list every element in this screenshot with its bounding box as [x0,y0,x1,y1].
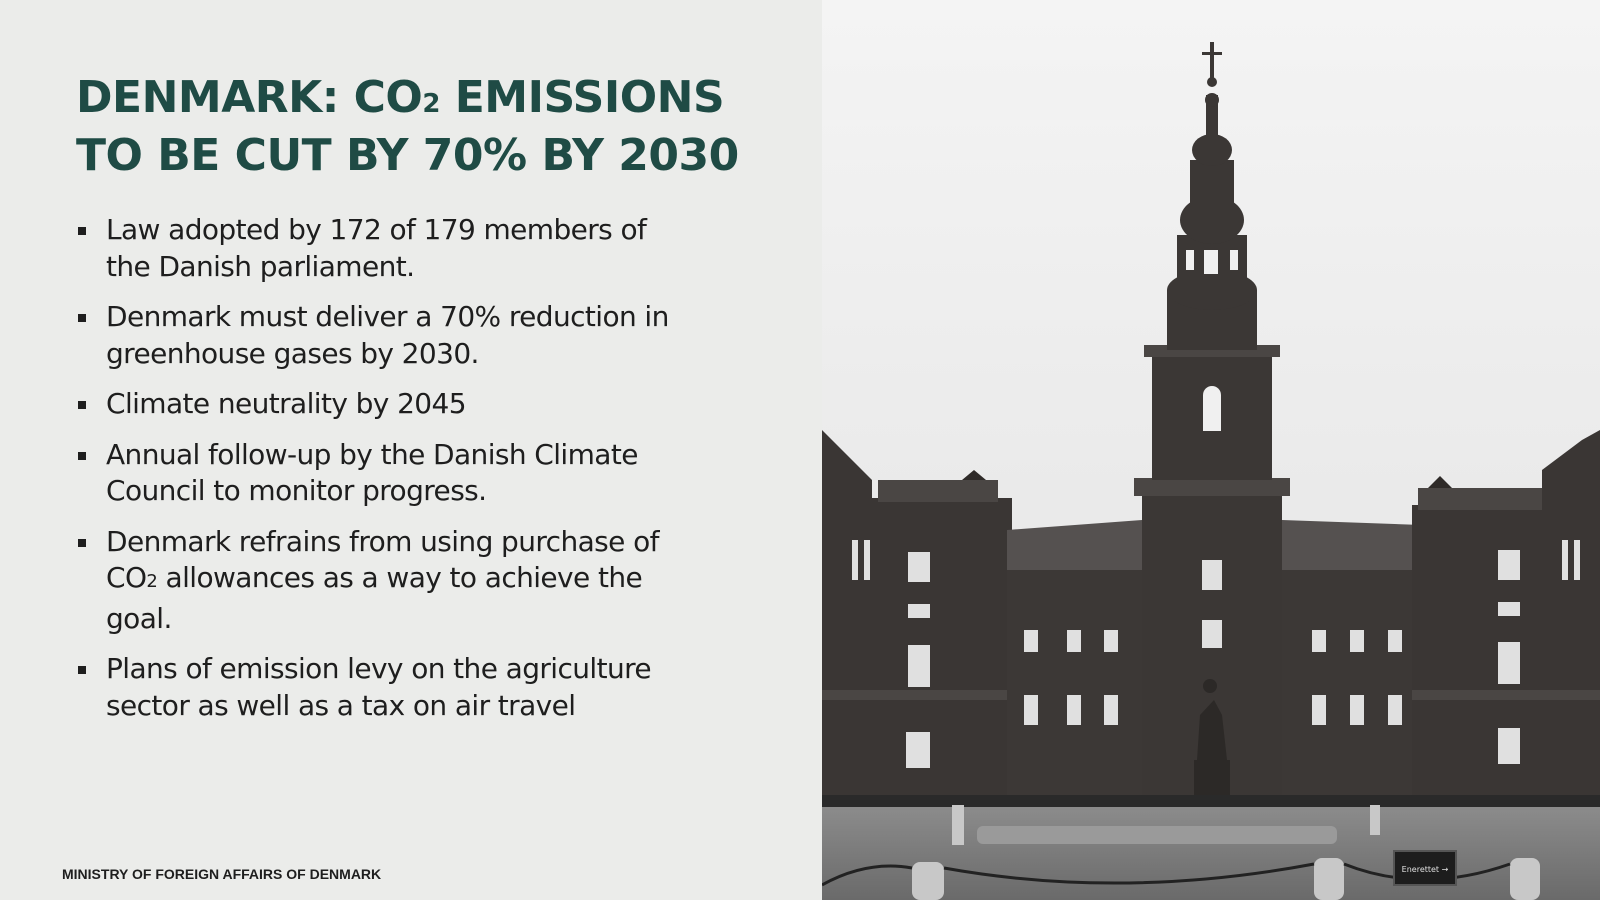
bullet-text-b: allowances as a way to achieve the goal. [106,561,643,635]
bullet-item: Annual follow-up by the Danish Climate C… [76,437,696,510]
bullet-marker [78,314,86,322]
bullet-item: Plans of emission levy on the agricultur… [76,651,696,724]
courtyard-sign: Enerettet → [1393,850,1457,886]
bullet-item: Denmark refrains from using purchase of … [76,524,696,638]
bullet-text: Plans of emission levy on the agricultur… [106,652,652,722]
bollards [912,805,1540,900]
building-windows [852,540,1580,768]
bullet-list: Law adopted by 172 of 179 members of the… [76,212,696,738]
bullet-item: Law adopted by 172 of 179 members of the… [76,212,696,285]
statue [1194,679,1230,800]
bullet-marker [78,538,86,547]
bullet-text-a: Denmark refrains from using purchase of … [106,524,659,595]
bullet-marker [78,666,86,674]
slide-title: DENMARK: CO2 EMISSIONS TO BE CUT BY 70% … [76,72,776,182]
bullet-text: Law adopted by 172 of 179 members of the… [106,213,647,283]
christiansborg-palace-photo: Enerettet → [822,0,1600,900]
bullet-text: Denmark must deliver a 70% reduction in … [106,300,669,370]
sign-text: Enerettet → [1402,865,1449,874]
bullet-item: Climate neutrality by 2045 [76,386,696,423]
bullet-subscript: 2 [146,571,158,592]
fence [822,795,1600,807]
title-part-2: EMISSIONS TO BE CUT BY 70% BY 2030 [76,72,739,181]
right-wing [1412,430,1600,800]
main-block [1007,520,1422,800]
bullet-marker [78,451,86,460]
title-part-1: DENMARK: CO [76,72,423,123]
fountain-basin [977,826,1337,844]
palace-illustration: Enerettet → [822,0,1600,900]
footer-label: MINISTRY OF FOREIGN AFFAIRS OF DENMARK [62,866,382,882]
bullet-text: Climate neutrality by 2045 [106,387,467,420]
bullet-marker [78,401,86,409]
title-subscript: 2 [422,89,440,119]
left-wing [822,430,1012,800]
bullet-marker [78,227,86,235]
tower-windows [1186,250,1238,431]
courtyard-ground [822,800,1600,900]
text-panel: DENMARK: CO2 EMISSIONS TO BE CUT BY 70% … [62,72,776,882]
bullet-item: Denmark must deliver a 70% reduction in … [76,299,696,372]
bullet-text: Annual follow-up by the Danish Climate C… [106,437,638,508]
